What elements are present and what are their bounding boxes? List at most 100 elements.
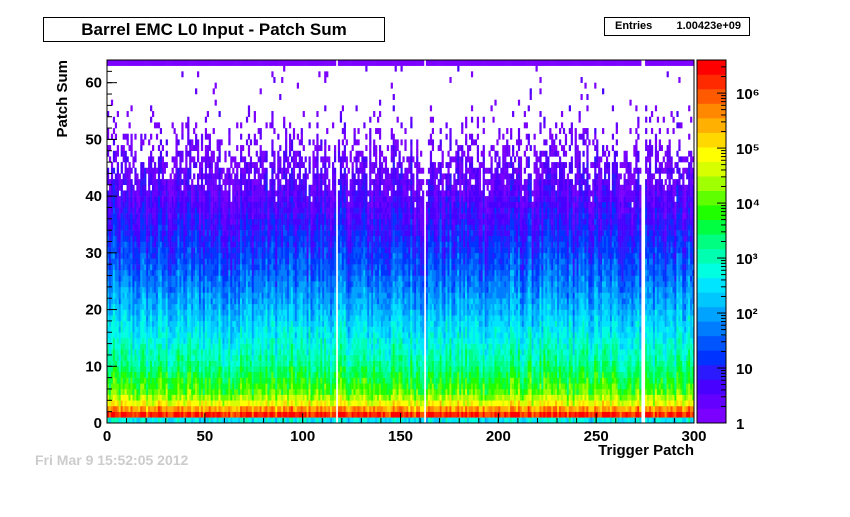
heatmap-cell: [114, 264, 118, 271]
heatmap-cell: [300, 235, 303, 242]
heatmap-cell: [296, 337, 300, 344]
heatmap-cell: [169, 309, 172, 316]
heatmap-cell: [226, 371, 229, 378]
heatmap-cell: [306, 235, 309, 242]
heatmap-cell: [245, 196, 249, 203]
heatmap-cell: [198, 213, 202, 220]
heatmap-cell: [112, 252, 116, 259]
heatmap-cell: [234, 411, 237, 418]
heatmap-cell: [171, 264, 174, 271]
heatmap-cell: [187, 303, 190, 310]
heatmap-cell: [228, 207, 231, 214]
heatmap-cell: [308, 309, 311, 316]
heatmap-cell: [226, 286, 229, 293]
heatmap-cell: [222, 315, 225, 322]
heatmap-cell: [195, 326, 198, 333]
heatmap-cell: [118, 281, 121, 288]
heatmap-cell: [285, 241, 288, 248]
heatmap-cell: [226, 173, 229, 180]
heatmap-cell: [110, 230, 114, 237]
heatmap-cell: [150, 133, 153, 140]
heatmap-cell: [189, 190, 192, 197]
heatmap-cell: [183, 60, 186, 66]
heatmap-cell: [212, 337, 215, 344]
heatmap-cell: [169, 315, 172, 322]
heatmap-cell: [238, 247, 241, 254]
heatmap-cell: [279, 400, 282, 407]
heatmap-cell: [189, 298, 192, 305]
heatmap-cell: [296, 349, 300, 356]
heatmap-cell: [112, 349, 116, 356]
heatmap-cell: [107, 190, 110, 197]
heatmap-cell: [197, 411, 200, 418]
heatmap-cell: [290, 190, 294, 197]
heatmap-cell: [128, 349, 131, 356]
heatmap-cell: [138, 292, 141, 299]
heatmap-cell: [247, 190, 251, 197]
heatmap-cell: [245, 218, 249, 225]
heatmap-cell: [228, 173, 231, 180]
heatmap-cell: [155, 354, 159, 361]
heatmap-cell: [161, 241, 164, 248]
heatmap-cell: [302, 286, 305, 293]
heatmap-cell: [171, 349, 174, 356]
heatmap-cell: [251, 224, 254, 231]
heatmap-cell: [163, 281, 166, 288]
heatmap-cell: [114, 173, 118, 180]
heatmap-cell: [185, 258, 188, 265]
heatmap-cell: [245, 371, 249, 378]
heatmap-cell: [152, 326, 155, 333]
heatmap-cell: [155, 343, 159, 350]
heatmap-cell: [265, 281, 268, 288]
heatmap-cell: [114, 371, 118, 378]
heatmap-cell: [120, 411, 123, 418]
timestamp-text: Fri Mar 9 15:52:05 2012: [35, 452, 189, 468]
heatmap-cell: [283, 309, 286, 316]
heatmap-cell: [304, 247, 307, 254]
heatmap-cell: [236, 337, 239, 344]
heatmap-cell: [161, 371, 164, 378]
heatmap-cell: [155, 218, 159, 225]
heatmap-cell: [175, 366, 178, 373]
heatmap-cell: [247, 309, 251, 316]
heatmap-cell: [206, 207, 209, 214]
heatmap-cell: [181, 179, 184, 186]
heatmap-cell: [193, 184, 196, 191]
heatmap-cell: [191, 213, 194, 220]
heatmap-cell: [189, 207, 192, 214]
heatmap-cell: [300, 309, 303, 316]
heatmap-cell: [288, 337, 292, 344]
heatmap-cell: [240, 354, 243, 361]
heatmap-cell: [261, 162, 264, 169]
heatmap-cell: [253, 411, 256, 418]
heatmap-cell: [247, 167, 251, 174]
heatmap-cell: [228, 343, 231, 350]
heatmap-cell: [296, 82, 300, 89]
heatmap-cell: [242, 400, 245, 407]
heatmap-cell: [195, 332, 198, 339]
heatmap-cell: [108, 235, 112, 242]
heatmap-cell: [173, 275, 176, 282]
heatmap-cell: [146, 388, 149, 395]
heatmap-cell: [269, 315, 272, 322]
heatmap-cell: [193, 417, 196, 424]
heatmap-cell: [148, 139, 151, 146]
heatmap-cell: [218, 371, 221, 378]
heatmap-cell: [114, 343, 118, 350]
heatmap-cell: [171, 241, 174, 248]
heatmap-cell: [300, 218, 303, 225]
heatmap-cell: [306, 224, 309, 231]
heatmap-cell: [287, 190, 290, 197]
heatmap-cell: [202, 349, 206, 356]
heatmap-cell: [212, 383, 215, 390]
heatmap-cell: [140, 326, 143, 333]
heatmap-cell: [206, 371, 209, 378]
heatmap-cell: [108, 247, 112, 254]
heatmap-cell: [206, 173, 209, 180]
heatmap-cell: [181, 133, 184, 140]
heatmap-cell: [132, 247, 135, 254]
heatmap-cell: [214, 405, 217, 412]
heatmap-cell: [146, 286, 149, 293]
heatmap-cell: [249, 235, 253, 242]
heatmap-cell: [181, 190, 184, 197]
